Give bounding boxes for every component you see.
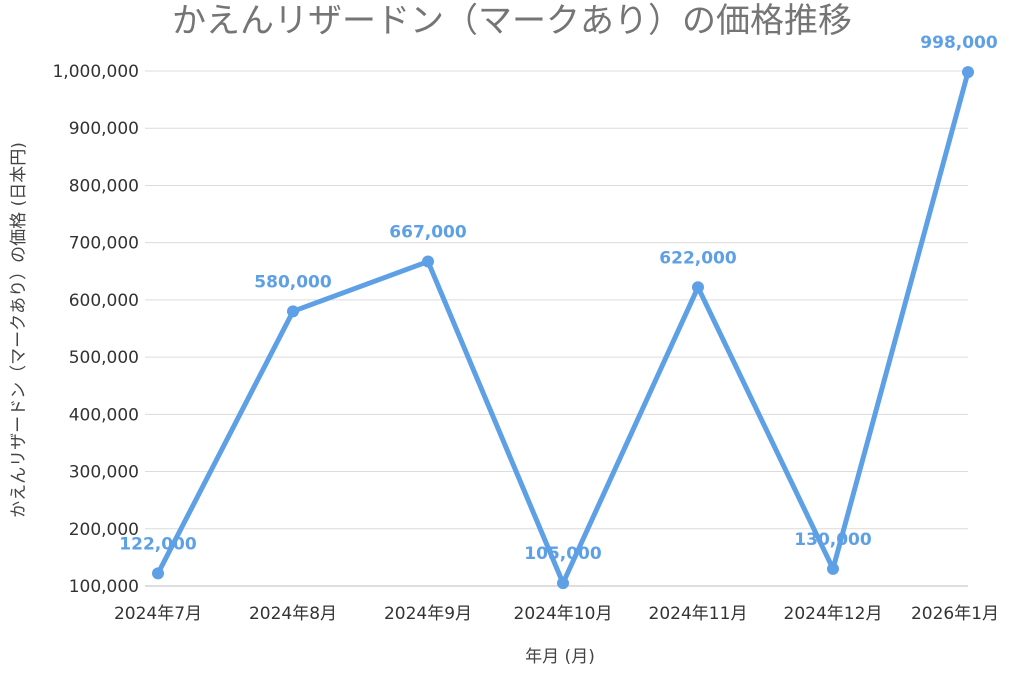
y-tick-label: 500,000 xyxy=(69,348,139,368)
series-line xyxy=(155,69,971,586)
data-point xyxy=(962,66,974,79)
data-label: 105,000 xyxy=(524,544,602,564)
y-tick-label: 800,000 xyxy=(69,176,139,196)
y-axis-title: かえんリザードン（マークあり）の価格 (日本円) xyxy=(9,142,29,518)
data-point xyxy=(827,562,839,575)
data-label: 998,000 xyxy=(920,33,998,53)
grid-lines xyxy=(145,70,968,587)
y-tick-label: 600,000 xyxy=(69,291,139,311)
data-labels: 122,000 580,000 667,000 105,000 622,000 130,0… xyxy=(119,33,998,564)
chart-title: かえんリザードン（マークあり）の価格推移 xyxy=(172,1,852,41)
y-tick-label: 1,000,000 xyxy=(52,62,139,82)
data-label: 667,000 xyxy=(389,223,467,243)
x-tick-label: 2024年9月 xyxy=(384,604,472,624)
data-label: 122,000 xyxy=(119,534,197,554)
x-tick-label: 2024年8月 xyxy=(249,604,337,624)
data-label: 622,000 xyxy=(659,248,737,268)
y-tick-label: 100,000 xyxy=(69,577,139,597)
data-label: 130,000 xyxy=(794,530,872,550)
x-tick-label: 2024年10月 xyxy=(514,604,613,624)
x-tick-label: 2026年1月 xyxy=(911,604,999,624)
y-tick-label: 200,000 xyxy=(69,520,139,540)
data-point xyxy=(422,255,434,268)
data-point xyxy=(692,281,704,294)
data-point xyxy=(287,305,299,318)
data-label: 580,000 xyxy=(254,272,332,292)
x-axis-ticks: 2024年7月 2024年8月 2024年9月 2024年10月 2024年11月 202… xyxy=(114,604,999,624)
x-tick-label: 2024年12月 xyxy=(784,604,883,624)
x-tick-label: 2024年7月 xyxy=(114,604,202,624)
y-tick-label: 900,000 xyxy=(69,119,139,139)
y-tick-label: 300,000 xyxy=(69,463,139,483)
x-tick-label: 2024年11月 xyxy=(649,604,748,624)
x-axis-title: 年月 (月) xyxy=(525,647,595,667)
data-point xyxy=(557,577,569,590)
data-point xyxy=(152,567,164,580)
y-tick-label: 400,000 xyxy=(69,405,139,425)
series-layer xyxy=(152,66,974,590)
y-axis-ticks: 100,000 200,000 300,000 400,000 500,000 600,0… xyxy=(52,62,139,597)
y-tick-label: 700,000 xyxy=(69,234,139,254)
